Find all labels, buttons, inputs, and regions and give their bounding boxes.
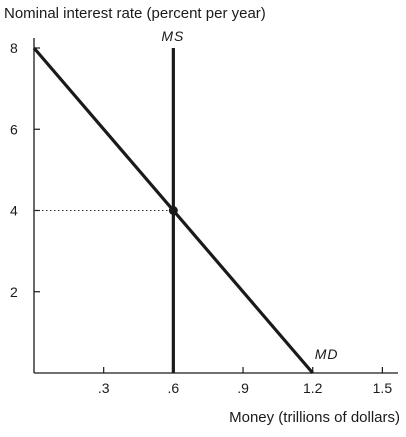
x-tick-label: 1.5: [373, 380, 393, 396]
x-tick-label: 1.2: [303, 380, 323, 396]
y-tick-label: 2: [10, 284, 18, 300]
y-tick-label: 4: [10, 203, 18, 219]
y-tick-label: 8: [10, 40, 18, 56]
x-tick-label: .6: [168, 380, 180, 396]
plot-area: .3 .6 .9 1.2 1.5 2 4 6 8 MS MD: [10, 28, 398, 396]
x-tick-label: .3: [98, 380, 110, 396]
series-md-label: MD: [315, 346, 339, 362]
x-axis-title: Money (trillions of dollars): [229, 409, 400, 426]
equilibrium-point: [168, 206, 178, 215]
x-tick-label: .9: [237, 380, 249, 396]
y-axis-title: Nominal interest rate (percent per year): [4, 5, 266, 22]
series-ms-label: MS: [161, 28, 184, 44]
y-tick-label: 6: [10, 121, 18, 137]
